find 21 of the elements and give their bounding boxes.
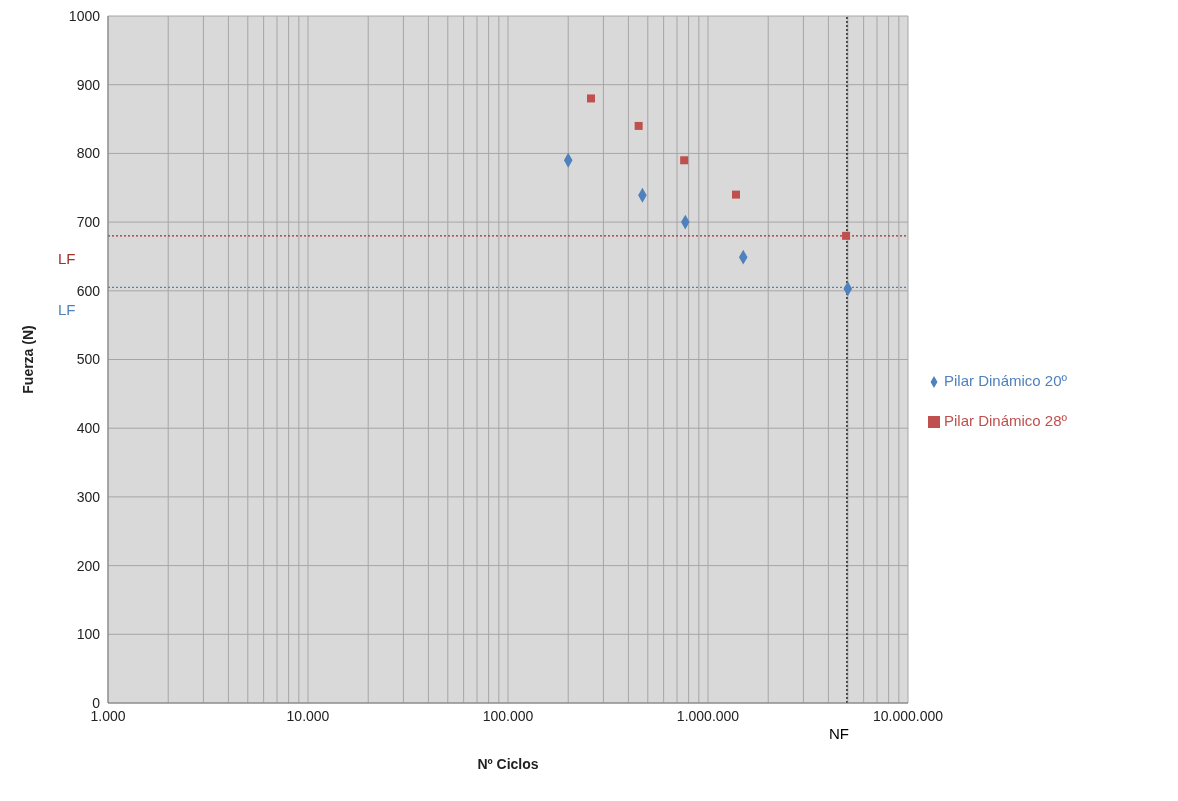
y-tick-label: 900 [76,76,101,93]
x-axis-title: Nº Ciclos [477,756,539,772]
y-tick-label: 800 [76,145,101,162]
y-tick-label: 300 [76,488,101,505]
x-tick-label: 10.000 [286,707,330,724]
y-tick-label: 700 [76,214,101,231]
legend-label: Pilar Dinámico 28º [944,411,1068,429]
legend-label: Pilar Dinámico 20º [944,371,1068,389]
y-tick-label: 200 [76,557,101,574]
x-tick-label: 10.000.000 [872,707,944,724]
ref-line-label: NF [828,725,849,742]
ref-line-label: LF [58,249,76,267]
x-tick-label: 1.000.000 [676,707,740,724]
x-tick-label: 100.000 [482,707,534,724]
y-tick-label: 400 [76,420,101,437]
y-tick-label: 600 [76,282,101,299]
ref-line-label: LF [58,301,76,319]
y-tick-label: 100 [76,626,101,643]
y-axis-title: Fuerza (N) [19,325,36,394]
y-tick-label: 1000 [68,7,101,24]
y-tick-label: 500 [76,351,101,368]
